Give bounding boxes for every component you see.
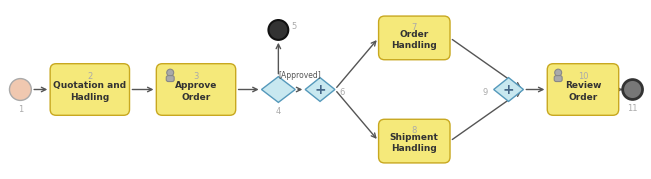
Text: 8: 8 bbox=[411, 126, 417, 135]
FancyBboxPatch shape bbox=[379, 16, 450, 60]
FancyBboxPatch shape bbox=[156, 64, 236, 115]
Text: Shipment
Handling: Shipment Handling bbox=[390, 133, 439, 153]
FancyBboxPatch shape bbox=[379, 119, 450, 163]
Text: 7: 7 bbox=[411, 23, 417, 32]
Polygon shape bbox=[493, 78, 523, 101]
Text: 5: 5 bbox=[291, 23, 296, 32]
Text: 9: 9 bbox=[482, 88, 488, 97]
Text: Quotation and
Hadling: Quotation and Hadling bbox=[53, 81, 126, 102]
Text: 2: 2 bbox=[87, 72, 92, 81]
Polygon shape bbox=[305, 78, 335, 101]
Circle shape bbox=[10, 79, 31, 100]
Text: [Approved]: [Approved] bbox=[279, 71, 322, 80]
Text: Approve
Order: Approve Order bbox=[175, 81, 217, 102]
FancyBboxPatch shape bbox=[547, 64, 618, 115]
Circle shape bbox=[167, 69, 174, 76]
Text: 1: 1 bbox=[18, 105, 23, 114]
Circle shape bbox=[268, 20, 288, 40]
Text: +: + bbox=[314, 83, 326, 96]
Text: 3: 3 bbox=[193, 72, 199, 81]
Text: +: + bbox=[503, 83, 514, 96]
FancyBboxPatch shape bbox=[554, 76, 562, 82]
FancyBboxPatch shape bbox=[50, 64, 130, 115]
Polygon shape bbox=[262, 77, 296, 102]
Text: 4: 4 bbox=[276, 107, 281, 116]
Text: Review
Order: Review Order bbox=[564, 81, 602, 102]
Text: Order
Handling: Order Handling bbox=[391, 30, 437, 50]
FancyBboxPatch shape bbox=[166, 76, 174, 82]
Circle shape bbox=[555, 69, 562, 76]
Text: 11: 11 bbox=[628, 104, 638, 113]
Text: 10: 10 bbox=[577, 72, 589, 81]
Circle shape bbox=[622, 80, 643, 99]
Text: 6: 6 bbox=[339, 88, 344, 97]
